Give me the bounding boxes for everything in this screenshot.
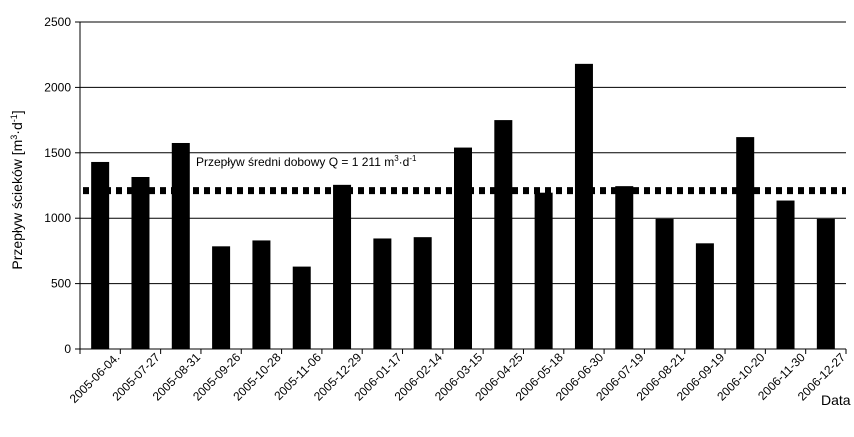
- bar: [534, 192, 553, 349]
- bar: [91, 161, 110, 349]
- y-axis-title-sup1: 3: [9, 135, 19, 140]
- y-axis-title-end: ]: [9, 110, 25, 114]
- y-axis-title-sup2: -1: [9, 114, 19, 122]
- bars-group: [91, 63, 835, 350]
- x-tick-labels: 2005-06-04.2005-07-272005-08-312005-09-2…: [67, 349, 848, 406]
- y-axis-title: Przepływ ścieków [m3·d-1]: [9, 110, 25, 269]
- y-tick-label: 2500: [44, 15, 71, 29]
- y-tick-label: 0: [64, 342, 71, 356]
- y-tick-label: 2000: [44, 80, 71, 94]
- y-tick-label: 500: [51, 277, 71, 291]
- bar: [212, 246, 231, 349]
- average-flow-label-sup1: 3: [394, 154, 399, 163]
- bar: [655, 218, 674, 349]
- average-flow-label-mid: ·d: [399, 155, 410, 169]
- average-flow-label-main: Przepływ średni dobowy Q = 1 211 m: [196, 155, 394, 169]
- bar: [333, 184, 352, 349]
- average-flow-label-sup2: -1: [409, 154, 417, 163]
- y-axis-title-main: Przepływ ścieków [m: [9, 140, 25, 270]
- bar: [454, 147, 472, 349]
- bar: [252, 240, 271, 349]
- bar: [736, 137, 755, 349]
- average-flow-label: Przepływ średni dobowy Q = 1 211 m3·d-1: [196, 154, 417, 169]
- bar: [816, 218, 835, 349]
- x-axis-title: Data: [821, 392, 851, 408]
- y-tick-label: 1500: [44, 146, 71, 160]
- y-tick-labels: 0 500 1000 1500 2000 2500: [44, 15, 80, 356]
- bar: [494, 120, 513, 349]
- bar: [171, 142, 190, 349]
- bar: [292, 266, 311, 349]
- bar: [373, 238, 392, 349]
- bar: [776, 200, 795, 349]
- bar: [413, 237, 432, 349]
- bar: [574, 63, 593, 350]
- y-axis-title-mid: ·d: [9, 122, 25, 134]
- bar: [615, 186, 634, 349]
- y-tick-label: 1000: [44, 211, 71, 225]
- bar: [695, 243, 714, 349]
- bar: [131, 176, 150, 349]
